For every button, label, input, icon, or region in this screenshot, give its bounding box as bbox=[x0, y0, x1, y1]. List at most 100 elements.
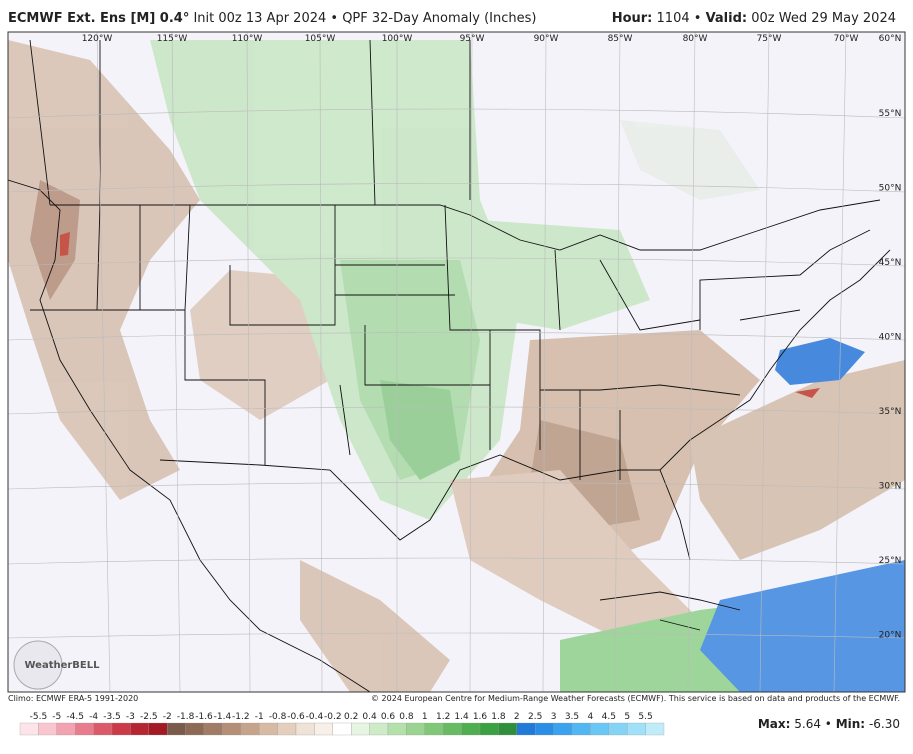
lon-label: 90°W bbox=[534, 34, 559, 44]
colorbar-label: -3.5 bbox=[103, 712, 121, 722]
colorbar-swatch bbox=[479, 722, 499, 736]
colorbar-swatch bbox=[277, 722, 297, 736]
colorbar-label: 1 bbox=[422, 712, 428, 722]
colorbar-swatch bbox=[56, 722, 76, 736]
colorbar-swatch bbox=[314, 722, 333, 736]
colorbar-label: -2 bbox=[163, 712, 172, 722]
colorbar-swatch bbox=[222, 722, 241, 736]
colorbar-swatch bbox=[590, 722, 609, 736]
colorbar-swatch bbox=[130, 722, 149, 736]
logo: WeatherBELL bbox=[24, 660, 100, 671]
lon-label: 110°W bbox=[232, 34, 263, 44]
colorbar-swatch bbox=[19, 722, 39, 736]
colorbar-swatch bbox=[148, 722, 168, 736]
colorbar-swatch bbox=[535, 722, 554, 736]
colorbar-swatch bbox=[571, 722, 591, 736]
colorbar-label: -1.6 bbox=[195, 712, 213, 722]
colorbar-swatch bbox=[461, 722, 481, 736]
lat-label: 30°N bbox=[879, 482, 902, 492]
climo-note: Climo: ECMWF ERA-5 1991-2020 bbox=[8, 694, 138, 703]
lon-label: 75°W bbox=[757, 34, 782, 44]
colorbar-label: 4 bbox=[588, 712, 594, 722]
colorbar-label: -4 bbox=[89, 712, 98, 722]
colorbar-label: 0.8 bbox=[399, 712, 414, 722]
colorbar-label: -4.5 bbox=[66, 712, 84, 722]
colorbar-swatch bbox=[516, 722, 536, 736]
colorbar-swatch bbox=[38, 722, 57, 736]
colorbar-label: -3 bbox=[126, 712, 135, 722]
colorbar-label: -5 bbox=[52, 712, 61, 722]
colorbar-swatch bbox=[553, 722, 573, 736]
colorbar-swatch bbox=[203, 722, 223, 736]
colorbar-label: 0.4 bbox=[362, 712, 377, 722]
colorbar-swatch bbox=[443, 722, 462, 736]
colorbar-swatch bbox=[424, 722, 444, 736]
colorbar-label: -1.2 bbox=[232, 712, 250, 722]
lat-label: 55°N bbox=[879, 109, 902, 119]
colorbar-label: -2.5 bbox=[140, 712, 158, 722]
colorbar-swatch bbox=[608, 722, 628, 736]
colorbar-label: -0.8 bbox=[269, 712, 287, 722]
colorbar-label: 5 bbox=[624, 712, 630, 722]
lon-label: 70°W bbox=[834, 34, 859, 44]
colorbar-label: 3.5 bbox=[565, 712, 579, 722]
colorbar-label: -5.5 bbox=[30, 712, 48, 722]
hour-value: 1104 • bbox=[657, 11, 702, 26]
colorbar-label: -0.4 bbox=[306, 712, 324, 722]
colorbar-swatch bbox=[93, 722, 113, 736]
colorbar-swatch bbox=[645, 722, 665, 736]
valid-label: Valid: bbox=[706, 11, 748, 26]
lat-label: 20°N bbox=[879, 631, 902, 641]
init-info: Init 00z 13 Apr 2024 • QPF 32-Day Anomal… bbox=[193, 11, 536, 26]
boundaries bbox=[8, 39, 891, 692]
colorbar-swatch bbox=[111, 722, 131, 736]
graticule bbox=[8, 32, 905, 692]
logo-circle bbox=[13, 640, 63, 690]
map: WeatherBELL 60°N 120°W 115°W 110°W 105°W 100… bbox=[7, 31, 906, 693]
colorbar-label: 1.2 bbox=[436, 712, 450, 722]
colorbar-swatch bbox=[75, 722, 94, 736]
lon-label: 105°W bbox=[305, 34, 336, 44]
colorbar-label: 0.2 bbox=[344, 712, 358, 722]
hour-label: Hour: bbox=[612, 11, 653, 26]
colorbar-swatch bbox=[387, 722, 407, 736]
model-name: ECMWF Ext. Ens [M] 0.4° bbox=[8, 11, 189, 26]
header-right: Hour: 1104 • Valid: 00z Wed 29 May 2024 bbox=[612, 11, 896, 26]
colorbar-swatch bbox=[259, 722, 278, 736]
colorbar-swatch bbox=[295, 722, 315, 736]
colorbar-label: -0.2 bbox=[324, 712, 342, 722]
max-min: Max: 5.64 • Min: -6.30 bbox=[758, 717, 900, 731]
corner-label: 60°N bbox=[879, 34, 902, 44]
colorbar-swatch bbox=[406, 722, 425, 736]
copyright: © 2024 European Centre for Medium-Range … bbox=[371, 694, 900, 703]
colorbar-label: 1.6 bbox=[473, 712, 488, 722]
lon-label: 80°W bbox=[683, 34, 708, 44]
colorbar-swatch bbox=[167, 722, 186, 736]
lon-label: 95°W bbox=[460, 34, 485, 44]
colorbar-label: 2 bbox=[514, 712, 520, 722]
colorbar-label: 1.8 bbox=[491, 712, 506, 722]
valid-value: 00z Wed 29 May 2024 bbox=[751, 11, 896, 26]
colorbar-swatch bbox=[369, 722, 389, 736]
header-left: ECMWF Ext. Ens [M] 0.4° Init 00z 13 Apr … bbox=[8, 11, 536, 26]
colorbar-label: 5.5 bbox=[638, 712, 652, 722]
lat-label: 35°N bbox=[879, 407, 902, 417]
max-label: Max: bbox=[758, 717, 791, 731]
colorbar-label: -1.4 bbox=[214, 712, 232, 722]
lat-label: 40°N bbox=[879, 333, 902, 343]
colorbar-swatch bbox=[240, 722, 260, 736]
lon-label: 120°W bbox=[82, 34, 113, 44]
max-value: 5.64 bbox=[794, 717, 821, 731]
min-label: Min: bbox=[836, 717, 865, 731]
colorbar-label: 3 bbox=[551, 712, 557, 722]
colorbar-swatch bbox=[185, 722, 205, 736]
anomaly-fields bbox=[8, 40, 905, 692]
lat-label: 50°N bbox=[879, 184, 902, 194]
colorbar-label: 4.5 bbox=[602, 712, 616, 722]
colorbar: -5.5 -5 -4.5 -4 -3.5 -3 -2.5 -2 -1.8 -1.6 -1.4 -1.2… bbox=[19, 712, 665, 736]
min-value: -6.30 bbox=[869, 717, 900, 731]
lat-label: 45°N bbox=[879, 258, 902, 268]
colorbar-label: -0.6 bbox=[287, 712, 305, 722]
lon-label: 85°W bbox=[608, 34, 633, 44]
